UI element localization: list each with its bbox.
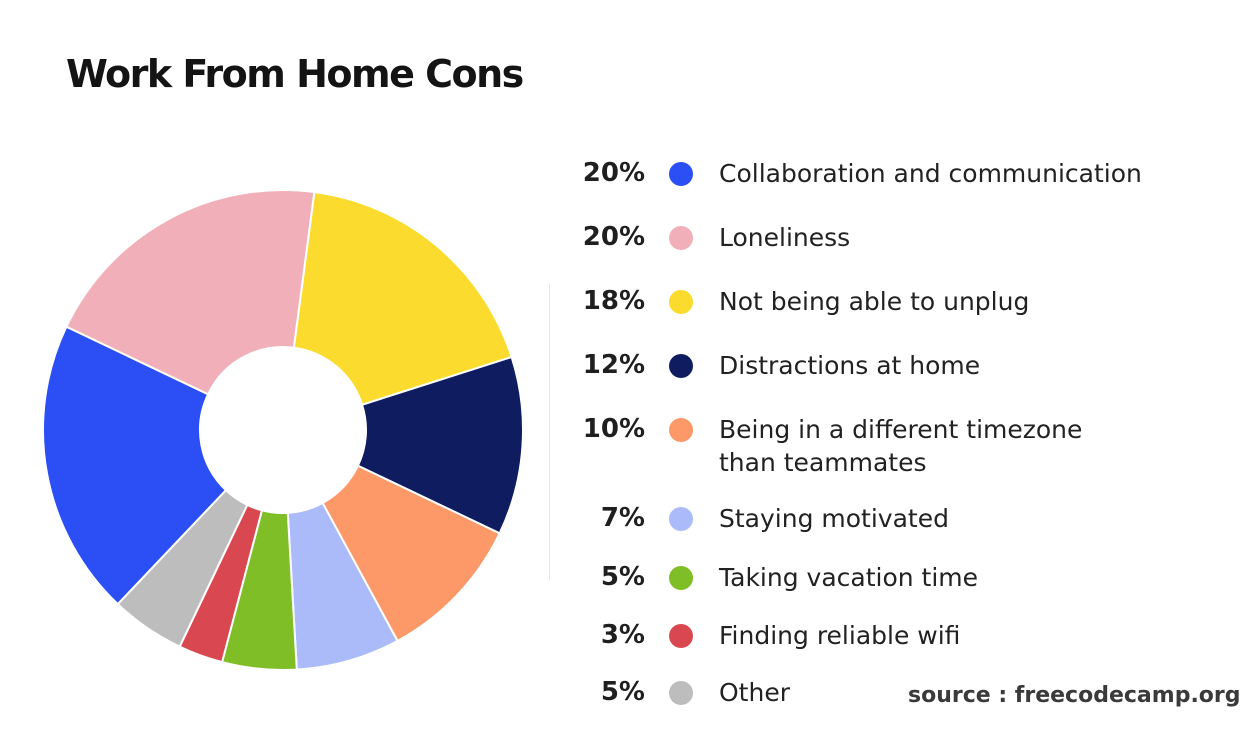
slice-being-in-a-different-timezone-than-teammates <box>321 464 501 643</box>
legend-swatch-icon <box>669 418 693 442</box>
legend-percent: 20% <box>582 222 645 252</box>
divider <box>549 284 550 580</box>
source-note: source : freecodecamp.org <box>908 683 1241 708</box>
legend-percent: 5% <box>600 562 645 592</box>
legend-label: Being in a different timezone than teamm… <box>719 415 1083 477</box>
legend-label: Finding reliable wifi <box>719 621 961 650</box>
slice-not-being-able-to-unplug <box>292 190 513 407</box>
legend-swatch-icon <box>669 354 693 378</box>
legend-swatch-icon <box>669 566 693 590</box>
donut-chart <box>42 189 524 671</box>
legend-percent: 7% <box>600 503 645 533</box>
legend-percent: 18% <box>582 286 645 316</box>
legend-percent: 12% <box>582 350 645 380</box>
legend-swatch-icon <box>669 226 693 250</box>
slice-loneliness <box>65 189 316 396</box>
legend-label: Taking vacation time <box>719 563 979 592</box>
legend-label: Collaboration and communication <box>719 159 1142 188</box>
legend-label: Other <box>719 678 790 707</box>
legend-percent: 3% <box>600 620 645 650</box>
legend-percent: 20% <box>582 158 645 188</box>
slice-distractions-at-home <box>356 355 524 535</box>
legend-label: Distractions at home <box>719 351 981 380</box>
slice-collaboration-and-communication <box>42 325 228 606</box>
legend-swatch-icon <box>669 681 693 705</box>
legend-swatch-icon <box>669 162 693 186</box>
legend-label: Not being able to unplug <box>719 287 1030 316</box>
legend-percent: 10% <box>582 414 645 444</box>
legend-label: Loneliness <box>719 223 851 252</box>
legend-swatch-icon <box>669 507 693 531</box>
legend-percent: 5% <box>600 677 645 707</box>
legend-label: Staying motivated <box>719 504 949 533</box>
chart-title: Work From Home Cons <box>66 52 524 96</box>
legend-swatch-icon <box>669 290 693 314</box>
legend-swatch-icon <box>669 624 693 648</box>
